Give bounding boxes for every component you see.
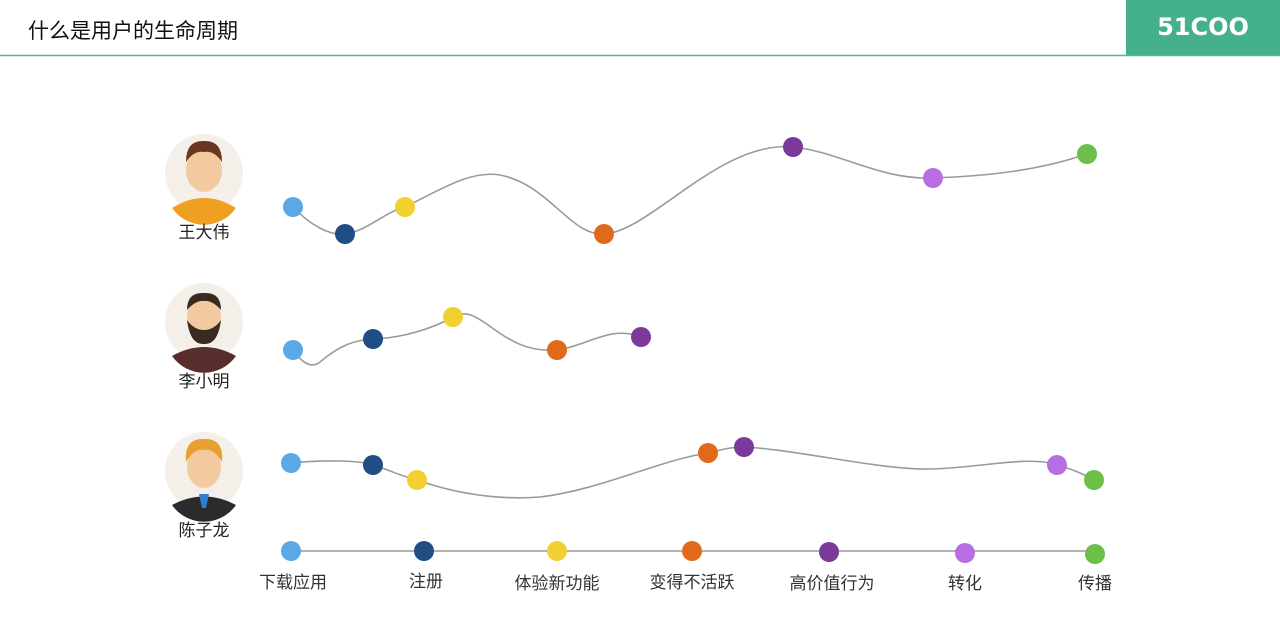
avatar <box>165 283 243 373</box>
stage-label: 传播 <box>1078 574 1112 594</box>
avatar <box>165 134 243 225</box>
brand: 51COO <box>1157 13 1249 41</box>
stage-label: 高价值行为 <box>790 574 875 594</box>
user-name: 陈子龙 <box>179 521 230 541</box>
journey-dots <box>281 137 1105 564</box>
journey-curve <box>292 312 642 366</box>
stage-label: 变得不活跃 <box>650 573 735 593</box>
user-name: 王大伟 <box>179 223 230 243</box>
title: 什么是用户的生命周期 <box>28 19 238 43</box>
brand-box <box>1126 0 1280 55</box>
user-name: 李小明 <box>179 372 230 392</box>
stage-label: 转化 <box>948 574 982 594</box>
stage-label: 注册 <box>409 572 443 592</box>
stage-label: 体验新功能 <box>515 574 600 594</box>
avatar <box>165 432 243 522</box>
stage-label: 下载应用 <box>259 573 327 593</box>
